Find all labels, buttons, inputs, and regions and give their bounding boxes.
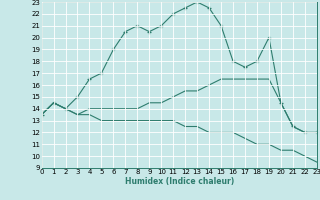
X-axis label: Humidex (Indice chaleur): Humidex (Indice chaleur) bbox=[124, 177, 234, 186]
